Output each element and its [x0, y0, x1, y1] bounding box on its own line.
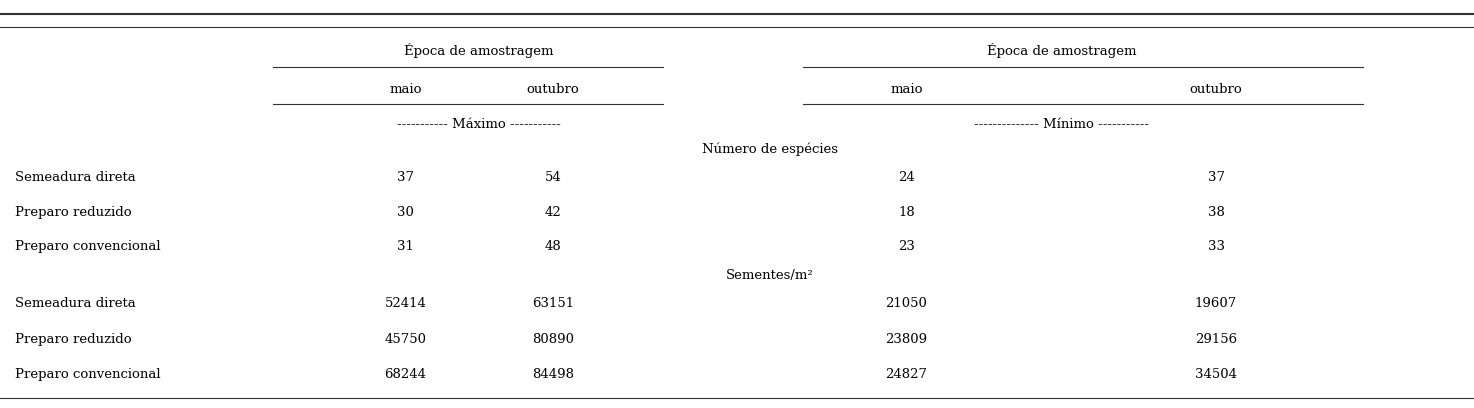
Text: Preparo reduzido: Preparo reduzido: [15, 206, 131, 219]
Text: Época de amostragem: Época de amostragem: [986, 44, 1136, 58]
Text: 54: 54: [544, 171, 562, 184]
Text: Sementes/m²: Sementes/m²: [727, 269, 814, 282]
Text: 84498: 84498: [532, 368, 573, 381]
Text: 24: 24: [898, 171, 915, 184]
Text: 38: 38: [1207, 206, 1225, 219]
Text: outubro: outubro: [526, 83, 579, 96]
Text: 34504: 34504: [1195, 368, 1237, 381]
Text: 63151: 63151: [532, 297, 573, 310]
Text: 21050: 21050: [886, 297, 927, 310]
Text: Semeadura direta: Semeadura direta: [15, 171, 136, 184]
Text: 52414: 52414: [385, 297, 426, 310]
Text: 42: 42: [544, 206, 562, 219]
Text: 45750: 45750: [385, 333, 426, 346]
Text: 23809: 23809: [886, 333, 927, 346]
Text: Preparo convencional: Preparo convencional: [15, 240, 161, 253]
Text: Número de espécies: Número de espécies: [702, 142, 839, 156]
Text: Época de amostragem: Época de amostragem: [404, 44, 554, 58]
Text: outubro: outubro: [1190, 83, 1243, 96]
Text: 29156: 29156: [1195, 333, 1237, 346]
Text: 23: 23: [898, 240, 915, 253]
Text: 19607: 19607: [1195, 297, 1237, 310]
Text: Semeadura direta: Semeadura direta: [15, 297, 136, 310]
Text: maio: maio: [389, 83, 422, 96]
Text: 37: 37: [1207, 171, 1225, 184]
Text: Preparo convencional: Preparo convencional: [15, 368, 161, 381]
Text: 24827: 24827: [886, 368, 927, 381]
Text: Preparo reduzido: Preparo reduzido: [15, 333, 131, 346]
Text: 37: 37: [397, 171, 414, 184]
Text: 68244: 68244: [385, 368, 426, 381]
Text: 80890: 80890: [532, 333, 573, 346]
Text: -------------- Mínimo -----------: -------------- Mínimo -----------: [974, 118, 1148, 131]
Text: 30: 30: [397, 206, 414, 219]
Text: 48: 48: [544, 240, 562, 253]
Text: ----------- Máximo -----------: ----------- Máximo -----------: [397, 118, 562, 131]
Text: maio: maio: [890, 83, 923, 96]
Text: 18: 18: [898, 206, 915, 219]
Text: 33: 33: [1207, 240, 1225, 253]
Text: 31: 31: [397, 240, 414, 253]
